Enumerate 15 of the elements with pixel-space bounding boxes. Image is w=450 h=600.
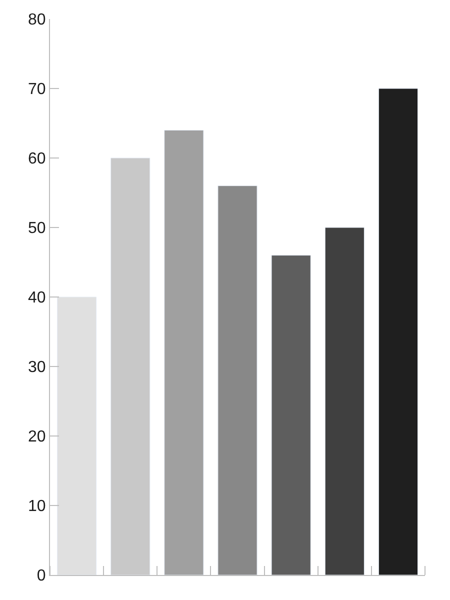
y-tick-label: 10 (28, 498, 46, 516)
bar (324, 227, 364, 575)
bar (378, 88, 418, 575)
y-tick-label: 30 (28, 359, 46, 376)
y-tick-label: 20 (28, 428, 46, 446)
y-tick-label: 60 (28, 150, 46, 168)
bar (164, 130, 204, 575)
y-tick-label: 80 (28, 12, 46, 29)
y-tick-label: 70 (28, 81, 46, 98)
y-tick-label: 50 (28, 220, 46, 238)
y-tick-label: 0 (36, 568, 46, 585)
bar (271, 255, 311, 575)
bar (56, 296, 97, 575)
y-tick-label: 40 (28, 290, 46, 307)
bar (218, 186, 258, 575)
